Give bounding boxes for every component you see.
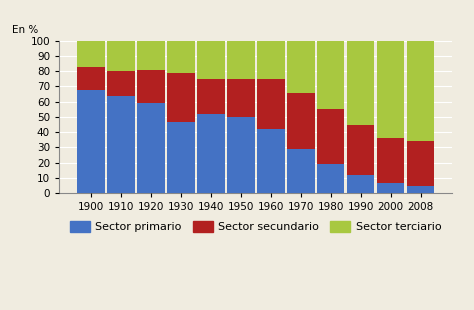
Bar bbox=[197, 79, 225, 114]
Legend: Sector primario, Sector secundario, Sector terciario: Sector primario, Sector secundario, Sect… bbox=[65, 216, 446, 237]
Text: En %: En % bbox=[12, 25, 38, 35]
Bar bbox=[257, 41, 284, 79]
Bar bbox=[197, 114, 225, 193]
Bar bbox=[107, 71, 135, 95]
Bar bbox=[137, 70, 164, 103]
Bar bbox=[227, 79, 255, 117]
Bar bbox=[227, 117, 255, 193]
Bar bbox=[377, 41, 404, 138]
Bar bbox=[287, 149, 315, 193]
Bar bbox=[347, 125, 374, 175]
Bar bbox=[347, 41, 374, 125]
Bar bbox=[347, 175, 374, 193]
Bar bbox=[287, 41, 315, 93]
Bar bbox=[317, 164, 345, 193]
Bar bbox=[167, 41, 194, 73]
Bar bbox=[107, 41, 135, 71]
Bar bbox=[197, 41, 225, 79]
Bar bbox=[317, 41, 345, 109]
Bar bbox=[77, 67, 105, 90]
Bar bbox=[77, 90, 105, 193]
Bar bbox=[287, 93, 315, 149]
Bar bbox=[227, 41, 255, 79]
Bar bbox=[407, 141, 435, 186]
Bar bbox=[167, 73, 194, 122]
Bar bbox=[407, 186, 435, 193]
Bar bbox=[107, 95, 135, 193]
Bar bbox=[377, 138, 404, 183]
Bar bbox=[167, 122, 194, 193]
Bar bbox=[257, 79, 284, 129]
Bar bbox=[317, 109, 345, 164]
Bar bbox=[137, 41, 164, 70]
Bar bbox=[257, 129, 284, 193]
Bar bbox=[137, 103, 164, 193]
Bar bbox=[377, 183, 404, 193]
Bar bbox=[77, 41, 105, 67]
Bar bbox=[407, 41, 435, 141]
